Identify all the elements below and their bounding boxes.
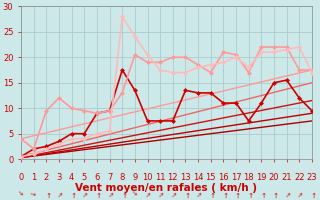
Text: ↓: ↓ [80, 189, 88, 197]
Text: ↓: ↓ [55, 189, 63, 197]
Text: ↓: ↓ [156, 189, 164, 197]
X-axis label: Vent moyen/en rafales ( km/h ): Vent moyen/en rafales ( km/h ) [76, 183, 258, 193]
Text: ↓: ↓ [131, 189, 139, 197]
Text: ↓: ↓ [105, 189, 114, 197]
Text: ↓: ↓ [208, 190, 214, 196]
Text: ↓: ↓ [94, 190, 100, 196]
Text: ↓: ↓ [283, 189, 291, 197]
Text: ↓: ↓ [143, 189, 152, 197]
Text: ↓: ↓ [169, 189, 177, 197]
Text: ↓: ↓ [30, 189, 37, 196]
Text: ↓: ↓ [271, 190, 277, 196]
Text: ↓: ↓ [17, 189, 25, 197]
Text: ↓: ↓ [194, 189, 202, 197]
Text: ↓: ↓ [246, 190, 252, 196]
Text: ↓: ↓ [119, 190, 125, 196]
Text: ↓: ↓ [69, 190, 75, 196]
Text: ↓: ↓ [309, 190, 315, 196]
Text: ↓: ↓ [44, 190, 49, 196]
Text: ↓: ↓ [233, 190, 239, 196]
Text: ↓: ↓ [258, 190, 264, 196]
Text: ↓: ↓ [220, 190, 226, 196]
Text: ↓: ↓ [295, 189, 303, 197]
Text: ↓: ↓ [182, 190, 188, 196]
